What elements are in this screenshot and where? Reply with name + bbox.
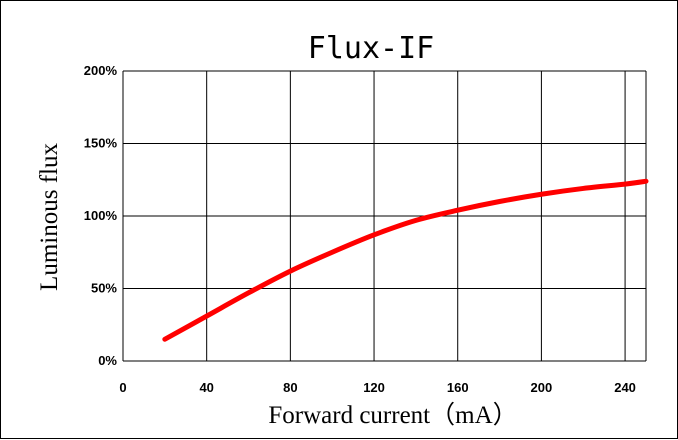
y-tick-label: 200%	[84, 63, 118, 78]
tick-labels: 0 40 80 120 160 200 240 0% 50% 100% 150% 200%	[84, 63, 636, 395]
x-tick-label: 0	[119, 380, 126, 395]
grid	[122, 70, 647, 362]
y-tick-label: 50%	[91, 281, 117, 296]
x-tick-label: 40	[199, 380, 213, 395]
x-tick-label: 200	[531, 380, 553, 395]
x-tick-label: 240	[614, 380, 636, 395]
series-group	[162, 178, 649, 342]
y-axis-label: Luminous flux	[36, 143, 63, 291]
x-axis-label: Forward current（mA）	[268, 401, 517, 429]
y-tick-label: 0%	[98, 353, 117, 368]
x-tick-label: 120	[363, 380, 385, 395]
x-tick-label: 80	[283, 380, 297, 395]
y-tick-label: 100%	[84, 208, 118, 223]
series-line	[162, 178, 649, 342]
chart-title: Flux-IF	[308, 31, 434, 66]
x-tick-label: 160	[447, 380, 469, 395]
y-tick-label: 150%	[84, 136, 118, 151]
